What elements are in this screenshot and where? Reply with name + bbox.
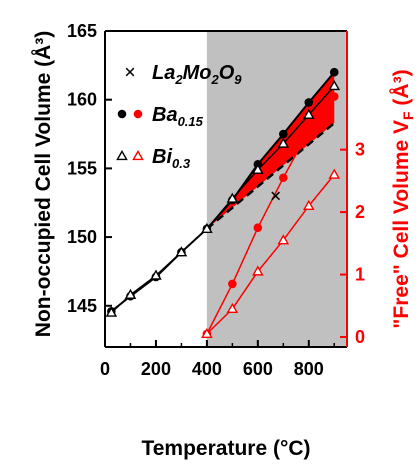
data-point-ba-left [304, 98, 314, 107]
y-right-tick-label: 3 [355, 140, 365, 160]
series-line-bi-left [110, 85, 335, 314]
data-point-ba-left [329, 67, 339, 77]
series-line-ba-right [206, 96, 335, 335]
y-left-tick-label: 145 [67, 296, 97, 316]
series-line-bi-right [206, 174, 335, 335]
data-point-bi-left [201, 222, 213, 233]
data-point-bi-right [328, 168, 341, 179]
data-point-bi-left [105, 306, 118, 317]
data-point-bi-left [124, 288, 137, 299]
data-point-bi-left [277, 137, 290, 148]
y-left-tick-label: 160 [67, 90, 97, 110]
data-point-bi-right [252, 265, 264, 276]
y-left-tick-label: 150 [67, 227, 97, 247]
legend-marker-ba-red [133, 109, 143, 119]
data-point-ba-right [228, 279, 237, 289]
data-point-bi-left [175, 246, 188, 257]
legend-marker-la2mo2o9 [125, 67, 135, 77]
data-point-ba-left [279, 129, 288, 139]
y-left-tick-label: 165 [67, 21, 97, 41]
y-right-tick-label: 1 [355, 265, 365, 285]
data-point-bi-right [277, 234, 290, 245]
legend-marker-bi-red [132, 149, 144, 161]
legend-label: Bi0.3 [152, 146, 191, 171]
data-point-ba-right [329, 92, 339, 101]
data-point-ba-right [304, 126, 314, 136]
y-right-axis-title: "Free" Cell Volume VF (Å³) [389, 69, 416, 328]
x-tick-label: 200 [141, 359, 171, 379]
y-left-axis-title: Non-occupied Cell Volume (Å³) [31, 31, 55, 337]
x-tick-label: 800 [294, 359, 324, 379]
legend-marker-ba-black [117, 109, 127, 119]
x-tick-label: 0 [100, 359, 110, 379]
data-point-bi-left [328, 79, 341, 91]
data-point-bi-left [302, 108, 315, 119]
data-point-bi-right [201, 327, 213, 339]
y-left-tick-label: 155 [67, 158, 97, 178]
legend-marker-bi-black [116, 149, 128, 161]
legend-label: Ba0.15 [152, 104, 204, 129]
data-point-ba-right [253, 223, 263, 233]
data-point-bi-left [226, 192, 239, 203]
data-point-bi-left [252, 163, 264, 174]
data-point-bi-left [150, 269, 162, 280]
dashed-line [206, 122, 336, 230]
data-point-la2mo2o9 [271, 191, 281, 201]
data-point-ba-right [279, 173, 288, 183]
y-right-tick-label: 2 [355, 202, 365, 222]
x-axis-title: Temperature (°C) [141, 437, 310, 460]
legend-label: La2Mo2O9 [152, 62, 242, 87]
x-tick-label: 400 [192, 359, 222, 379]
data-point-bi-right [226, 302, 239, 314]
x-tick-label: 600 [243, 359, 273, 379]
y-right-tick-label: 0 [355, 327, 365, 347]
data-point-bi-right [302, 199, 315, 211]
plot-area: 0 200 400 600 800 145 150 155 160 165 0 1 2 3 Temperat… [31, 21, 416, 460]
